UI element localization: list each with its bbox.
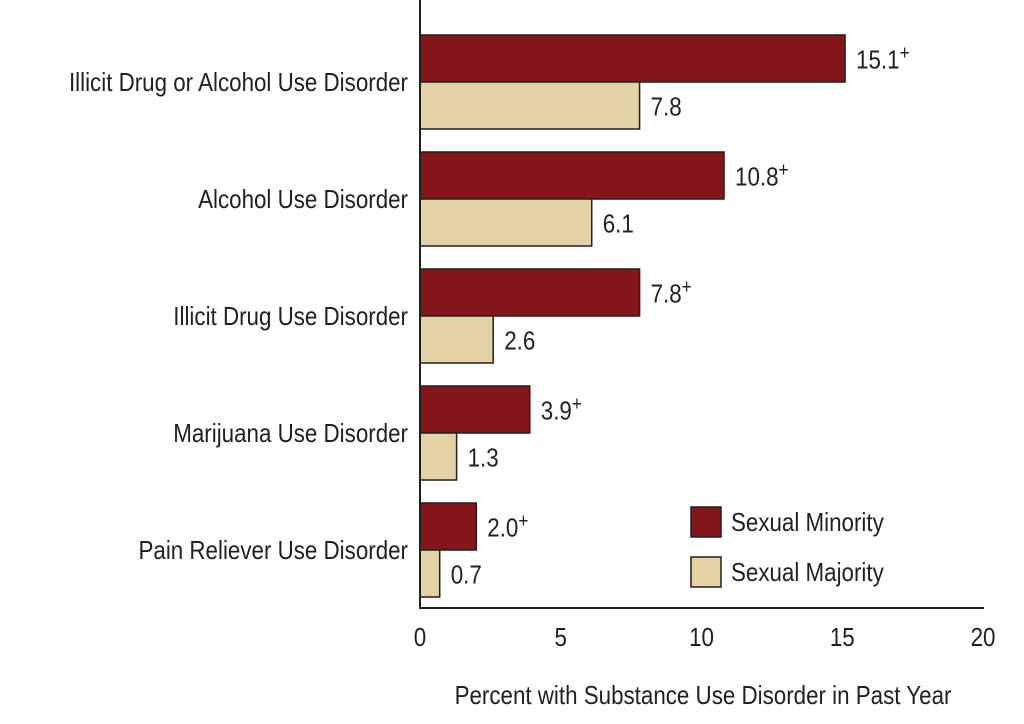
data-label: 7.8 — [651, 93, 682, 122]
bar-sexual-minority — [419, 502, 478, 551]
data-label: 3.9+ — [541, 392, 582, 426]
data-label: 15.1+ — [856, 41, 910, 75]
x-tick-label: 20 — [971, 623, 996, 652]
category-label: Illicit Drug or Alcohol Use Disorder — [69, 68, 408, 97]
x-tick-label: 0 — [414, 623, 426, 652]
x-tick-label: 15 — [830, 623, 855, 652]
bar-sexual-majority — [419, 81, 641, 130]
data-label: 2.0+ — [487, 509, 528, 543]
category-label: Marijuana Use Disorder — [173, 419, 408, 448]
bar-sexual-minority — [419, 268, 641, 317]
category-label: Alcohol Use Disorder — [198, 185, 408, 214]
legend-label: Sexual Majority — [731, 558, 885, 587]
data-label: 6.1 — [603, 210, 634, 239]
data-label: 7.8+ — [651, 275, 692, 309]
bar-sexual-minority — [419, 151, 725, 200]
data-label: 0.7 — [451, 561, 482, 590]
legend-label: Sexual Minority — [731, 508, 885, 537]
data-label: 10.8+ — [735, 158, 789, 192]
bar-sexual-minority — [419, 34, 846, 83]
x-tick-label: 10 — [689, 623, 714, 652]
legend-swatch — [690, 506, 722, 538]
bar-sexual-majority — [419, 432, 458, 481]
category-label: Illicit Drug Use Disorder — [173, 302, 408, 331]
bar-sexual-majority — [419, 549, 441, 598]
bar-sexual-majority — [419, 198, 593, 247]
data-label: 2.6 — [504, 327, 535, 356]
x-axis-title: Percent with Substance Use Disorder in P… — [455, 681, 952, 710]
x-tick-label: 5 — [555, 623, 567, 652]
bar-sexual-minority — [419, 385, 531, 434]
category-label: Pain Reliever Use Disorder — [138, 536, 408, 565]
legend-swatch — [690, 556, 722, 588]
data-label: 1.3 — [468, 444, 499, 473]
bar-sexual-majority — [419, 315, 494, 364]
